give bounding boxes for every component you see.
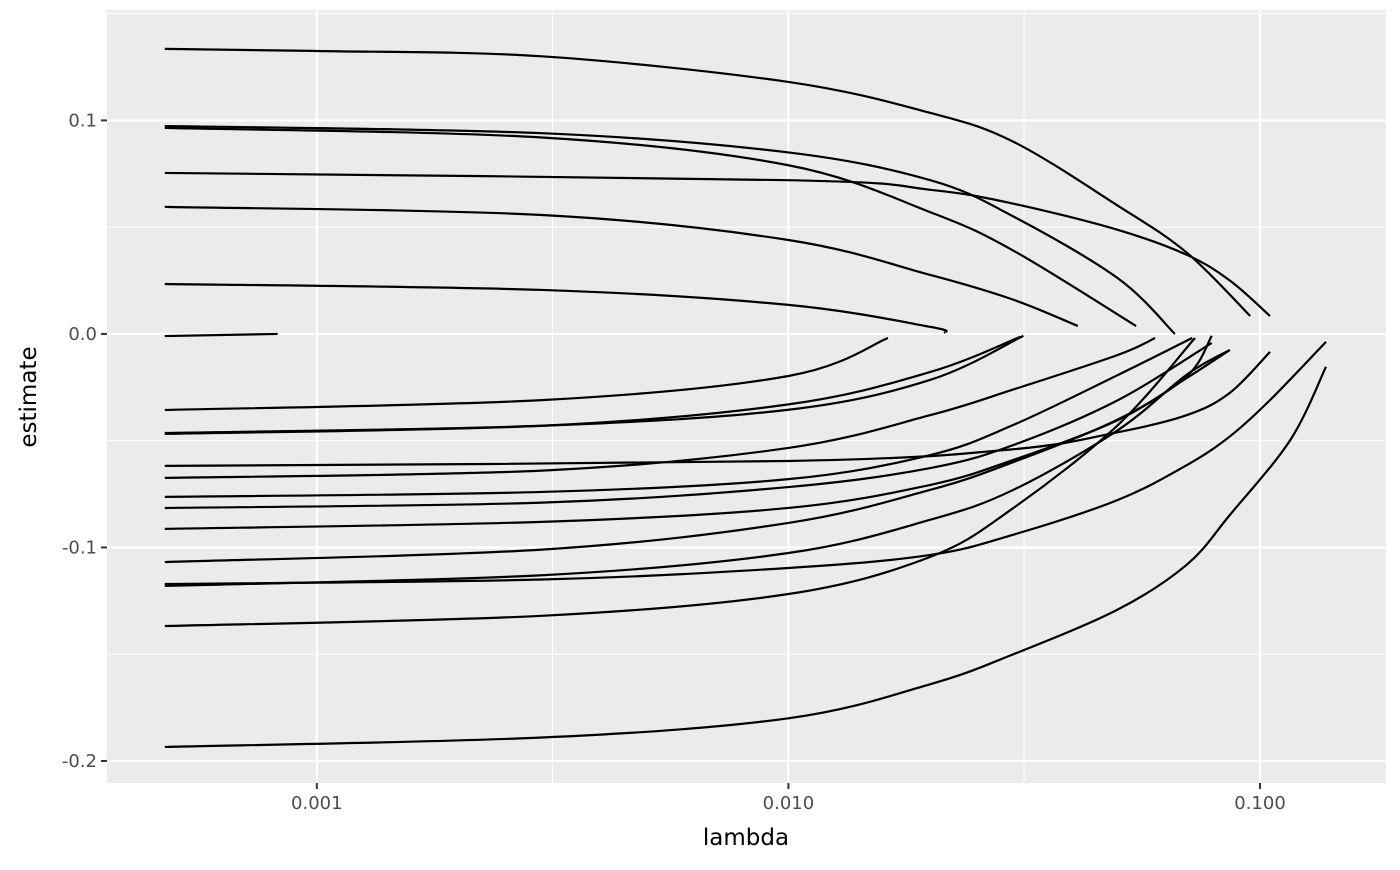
series-line	[164, 205, 1079, 328]
series-lines	[164, 47, 1327, 749]
x-tick-label: 0.010	[763, 793, 815, 814]
series-line	[164, 341, 1213, 510]
series-line	[164, 337, 1193, 498]
series-line	[164, 332, 278, 338]
series-line	[164, 335, 1213, 564]
y-axis-label: estimate	[16, 346, 42, 447]
series-line	[164, 348, 1231, 588]
gridlines	[107, 10, 1386, 783]
series-line	[164, 341, 1327, 586]
series-line	[164, 334, 1024, 435]
series-line	[164, 47, 1251, 317]
series-line	[164, 282, 948, 334]
series-line	[164, 126, 1137, 327]
series-line	[164, 336, 1156, 479]
x-axis-label: lambda	[703, 825, 789, 851]
series-line	[164, 336, 889, 412]
y-tick-label: 0.1	[68, 110, 97, 131]
series-line	[164, 351, 1271, 467]
x-tick-label: 0.100	[1234, 793, 1286, 814]
series-line	[164, 366, 1327, 749]
series-line	[164, 124, 1176, 335]
axes: 0.001 0.010 0.100 0.1 0.0 -0.1 -0.2	[62, 110, 1286, 814]
x-tick-label: 0.001	[291, 793, 343, 814]
y-tick-label: -0.1	[62, 537, 97, 558]
y-tick-label: -0.2	[62, 751, 97, 772]
chart-panel	[107, 10, 1386, 783]
series-line	[164, 337, 1196, 628]
y-tick-label: 0.0	[68, 324, 97, 345]
series-line	[164, 171, 1271, 317]
